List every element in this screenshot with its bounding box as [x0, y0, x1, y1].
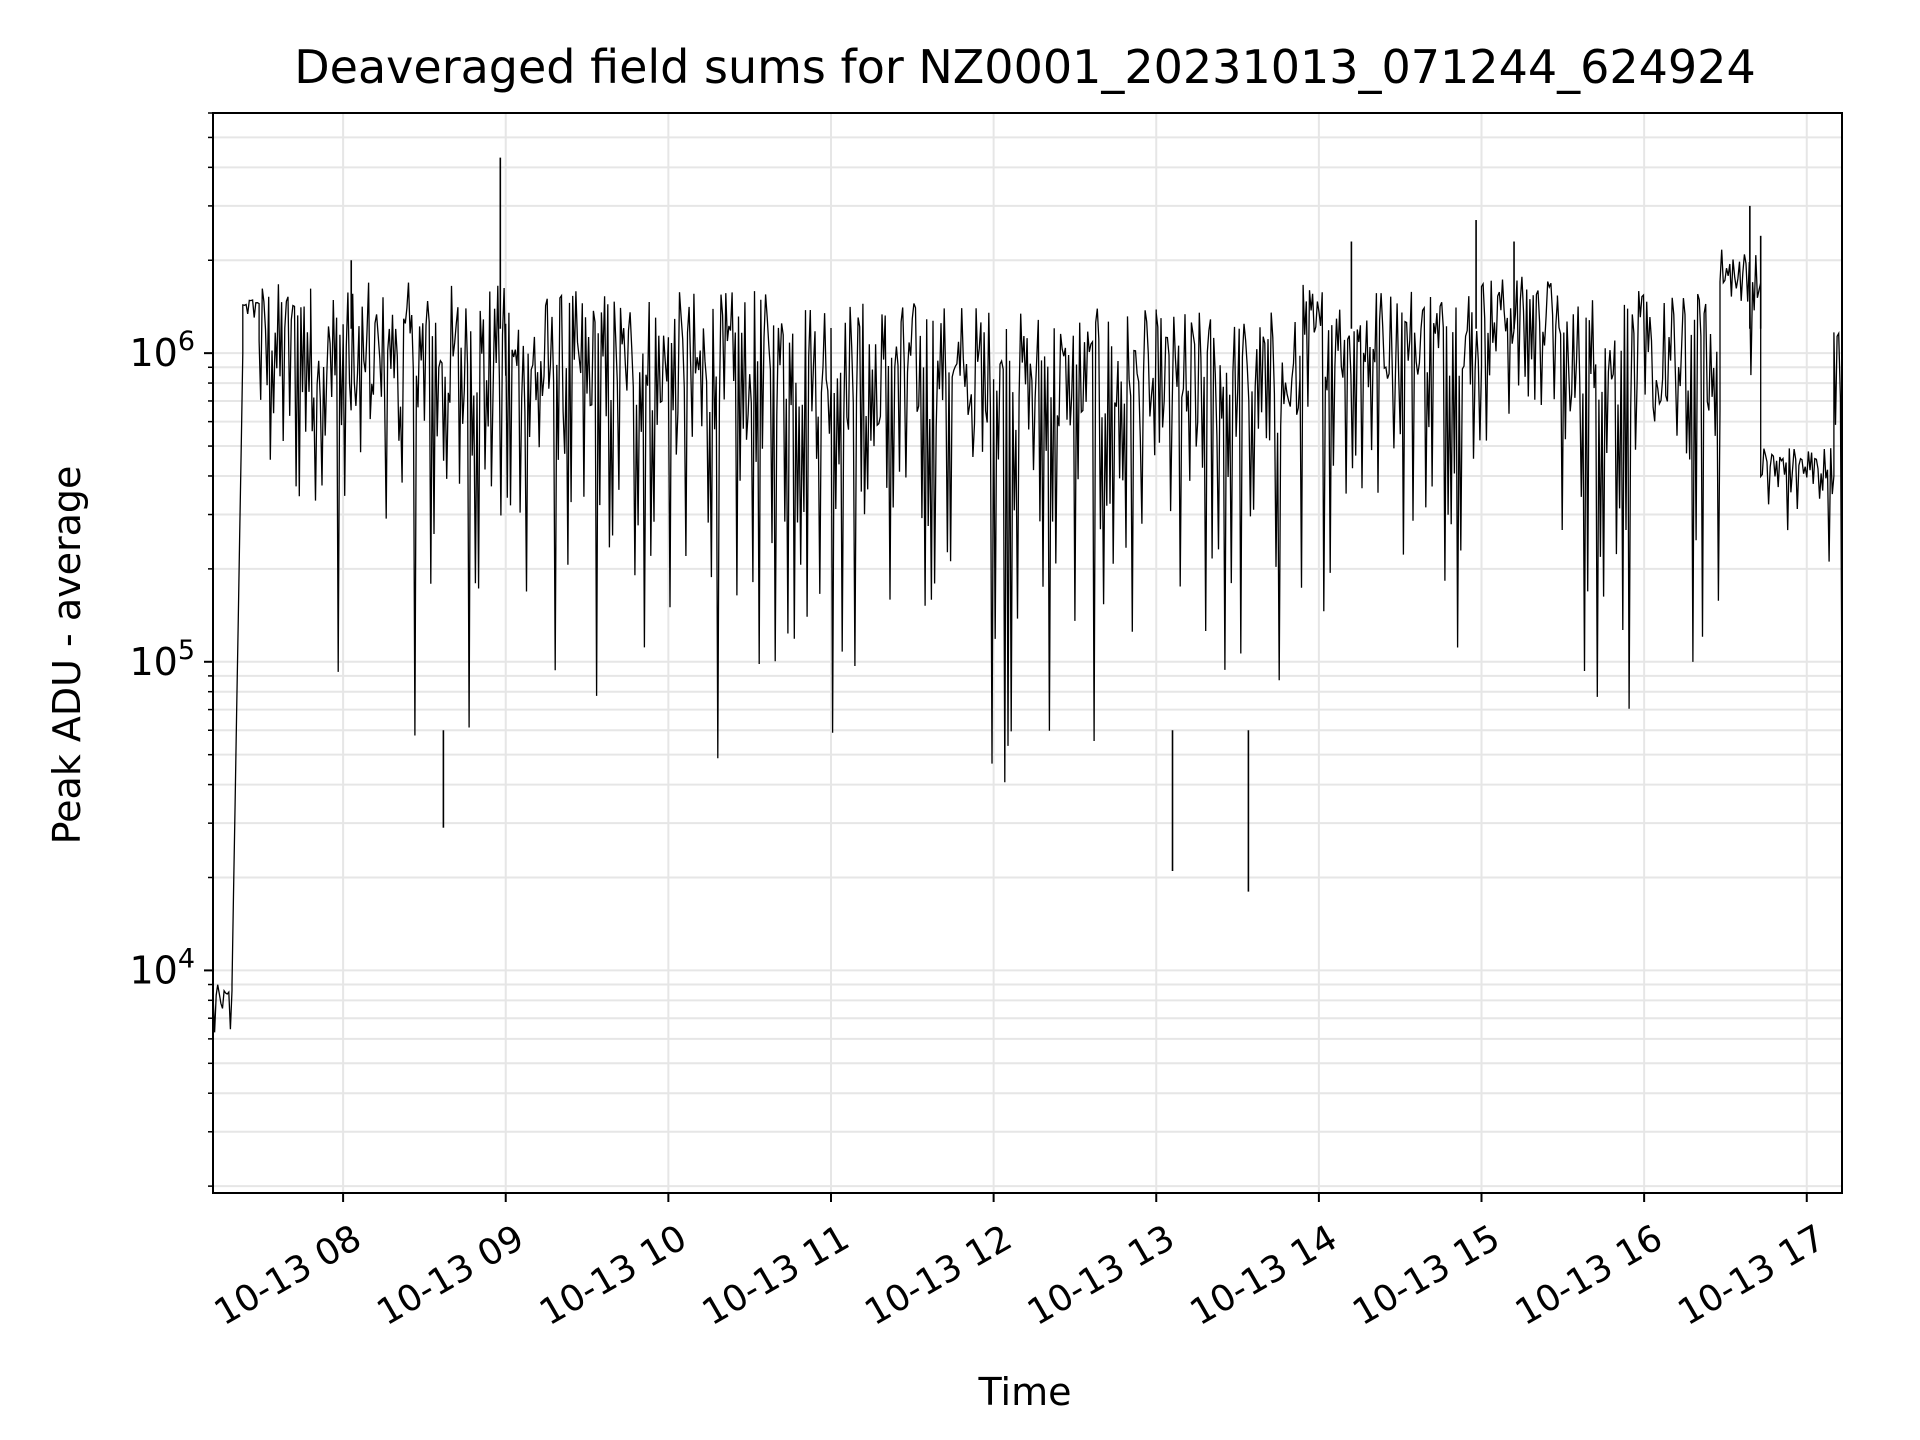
- y-tick-label: 106: [129, 326, 195, 375]
- chart-title: Deaveraged field sums for NZ0001_2023101…: [294, 40, 1755, 94]
- y-axis-label: Peak ADU - average: [45, 466, 89, 845]
- plot-frame: [212, 112, 1843, 1194]
- y-axis: 104 105 106: [129, 326, 213, 992]
- y-tick-label: 105: [129, 635, 195, 684]
- y-tick-label: 104: [129, 943, 195, 992]
- major-gridlines: [213, 113, 1842, 1193]
- x-axis-label: Time: [978, 1370, 1072, 1414]
- minor-gridlines: [208, 112, 1842, 1188]
- series-line: [212, 249, 1843, 1033]
